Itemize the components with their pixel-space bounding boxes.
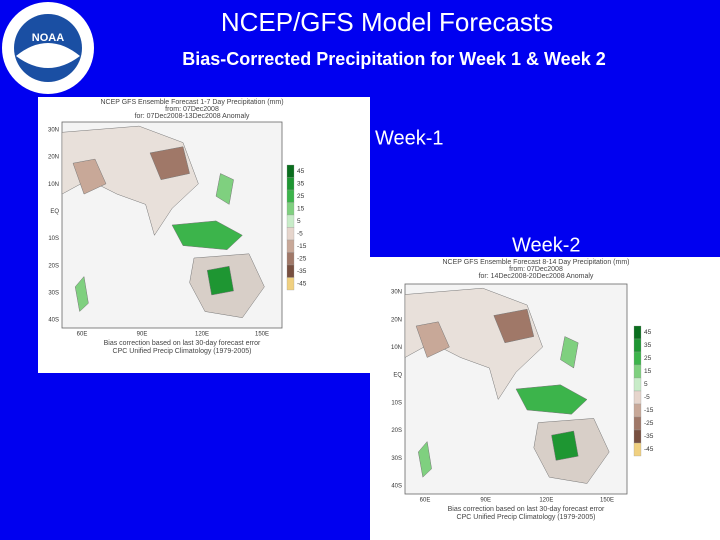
- y-axis-label: 30S: [48, 290, 59, 296]
- land-shape: [72, 158, 107, 195]
- x-axis-label: 60E: [420, 498, 431, 504]
- map-heading: NCEP GFS Ensemble Forecast 1-7 Day Preci…: [100, 99, 283, 106]
- y-axis-label: 20N: [391, 317, 402, 323]
- x-axis-label: 60E: [77, 332, 88, 338]
- y-axis-label: 20N: [48, 155, 59, 161]
- noaa-logo: NOAA: [2, 2, 94, 94]
- y-axis-label: 40S: [48, 318, 59, 324]
- land-shape: [74, 275, 89, 312]
- map-panel: NCEP GFS Ensemble Forecast 8-14 Day Prec…: [370, 257, 720, 540]
- legend-swatch: [633, 429, 642, 444]
- legend-swatch: [633, 351, 642, 366]
- land-shape: [551, 430, 579, 461]
- map-heading: from: 07Dec2008: [165, 106, 219, 113]
- legend-label: 45: [297, 168, 305, 175]
- legend-label: -5: [644, 394, 650, 401]
- map-heading: for: 14Dec2008-20Dec2008 Anomaly: [479, 273, 594, 280]
- legend-swatch: [286, 277, 295, 291]
- map-footer: Bias correction based on last 30-day for…: [104, 340, 261, 347]
- x-axis-label: 90E: [480, 498, 491, 504]
- legend-label: 15: [297, 205, 305, 212]
- legend-label: -25: [644, 420, 654, 427]
- map-heading: for: 07Dec2008-13Dec2008 Anomaly: [135, 113, 250, 120]
- legend-label: 25: [297, 193, 305, 200]
- week2-label: Week-2: [512, 234, 581, 256]
- week1-label: Week-1: [375, 127, 444, 149]
- subtitle: Bias-Corrected Precipitation for Week 1 …: [182, 49, 605, 69]
- legend-swatch: [286, 189, 295, 203]
- land-shape: [493, 308, 535, 344]
- legend-swatch: [286, 214, 295, 228]
- legend-label: -45: [644, 446, 654, 453]
- map-heading: NCEP GFS Ensemble Forecast 8-14 Day Prec…: [443, 259, 630, 266]
- x-axis-label: 90E: [137, 332, 148, 338]
- x-axis-label: 150E: [255, 332, 269, 338]
- legend-swatch: [286, 227, 295, 241]
- land-shape: [215, 173, 234, 205]
- land-shape: [149, 146, 190, 180]
- land-shape: [171, 220, 243, 250]
- legend-swatch: [286, 252, 295, 266]
- legend-label: 15: [644, 368, 652, 375]
- land-shape: [206, 265, 234, 296]
- legend-label: -5: [297, 230, 303, 237]
- legend-swatch: [633, 390, 642, 405]
- y-axis-label: 20S: [48, 263, 59, 269]
- legend-label: -35: [297, 268, 307, 275]
- legend-swatch: [633, 403, 642, 418]
- svg-text:NOAA: NOAA: [32, 32, 64, 44]
- x-axis-label: 150E: [600, 498, 614, 504]
- legend-swatch: [286, 239, 295, 253]
- map-footer: Bias correction based on last 30-day for…: [448, 506, 605, 513]
- y-axis-label: EQ: [393, 373, 402, 379]
- legend-label: -45: [297, 280, 307, 287]
- legend-label: -35: [644, 433, 654, 440]
- land-shape: [560, 336, 579, 369]
- map-footer: CPC Unified Precip Climatology (1979-200…: [457, 514, 596, 521]
- legend-swatch: [633, 416, 642, 431]
- legend-swatch: [633, 442, 642, 457]
- map-heading: from: 07Dec2008: [509, 266, 563, 273]
- land-shape: [515, 384, 588, 415]
- y-axis-label: 30S: [391, 456, 402, 462]
- title: NCEP/GFS Model Forecasts: [221, 7, 553, 37]
- legend-swatch: [286, 202, 295, 216]
- legend-label: 5: [297, 218, 301, 225]
- land-shape: [415, 321, 450, 358]
- x-axis-label: 120E: [539, 498, 553, 504]
- legend-swatch: [633, 377, 642, 392]
- legend-label: 35: [297, 180, 305, 187]
- legend-swatch: [633, 338, 642, 353]
- y-axis-label: 10S: [391, 400, 402, 406]
- y-axis-label: 40S: [391, 484, 402, 490]
- y-axis-label: 10N: [48, 182, 59, 188]
- y-axis-label: 10S: [48, 236, 59, 242]
- legend-swatch: [286, 177, 295, 191]
- legend-label: 35: [644, 342, 652, 349]
- x-axis-label: 120E: [195, 332, 209, 338]
- map-panel: NCEP GFS Ensemble Forecast 1-7 Day Preci…: [38, 97, 370, 373]
- legend-label: 5: [644, 381, 648, 388]
- y-axis-label: 20S: [391, 428, 402, 434]
- legend-swatch: [286, 264, 295, 278]
- legend-label: 25: [644, 355, 652, 362]
- legend-label: -15: [297, 243, 307, 250]
- legend-swatch: [633, 325, 642, 340]
- y-axis-label: EQ: [50, 209, 59, 215]
- legend-label: -15: [644, 407, 654, 414]
- land-shape: [418, 440, 432, 478]
- y-axis-label: 30N: [48, 128, 59, 134]
- y-axis-label: 30N: [391, 290, 402, 296]
- legend-swatch: [286, 164, 295, 178]
- map-footer: CPC Unified Precip Climatology (1979-200…: [113, 348, 252, 355]
- y-axis-label: 10N: [391, 345, 402, 351]
- legend-label: -25: [297, 255, 307, 262]
- legend-swatch: [633, 364, 642, 379]
- legend-label: 45: [644, 329, 652, 336]
